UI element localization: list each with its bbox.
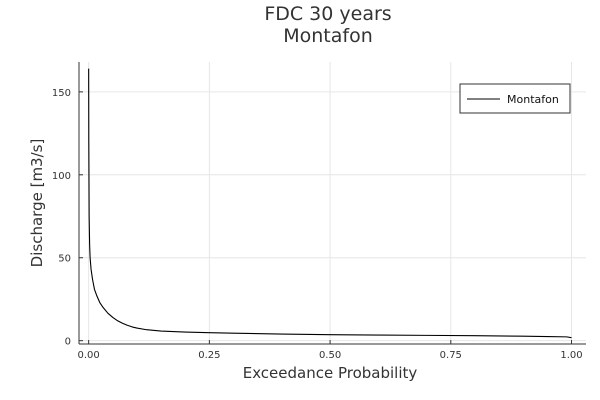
x-ticks: 0.00 0.25 0.50 0.75 1.00 [78,340,583,361]
x-axis-label: Exceedance Probability [243,364,418,382]
legend: Montafon [459,83,571,114]
chart-title-line-1: FDC 30 years [264,3,391,25]
y-tick-label: 150 [52,88,71,99]
x-tick-label: 0.00 [78,350,100,361]
series-line-montafon [88,68,572,339]
y-tick-label: 100 [52,171,71,182]
chart-title-line-2: Montafon [283,25,373,47]
x-tick-label: 1.00 [560,350,582,361]
y-tick-label: 0 [65,337,71,348]
x-tick-label: 0.50 [319,350,341,361]
y-ticks: 0 50 100 150 [52,88,83,348]
y-tick-label: 50 [58,254,71,265]
x-tick-label: 0.25 [198,350,220,361]
legend-label-montafon: Montafon [507,93,559,106]
series-layer [88,68,572,339]
x-tick-label: 0.75 [440,350,462,361]
y-axis-label: Discharge [m3/s] [28,139,46,268]
